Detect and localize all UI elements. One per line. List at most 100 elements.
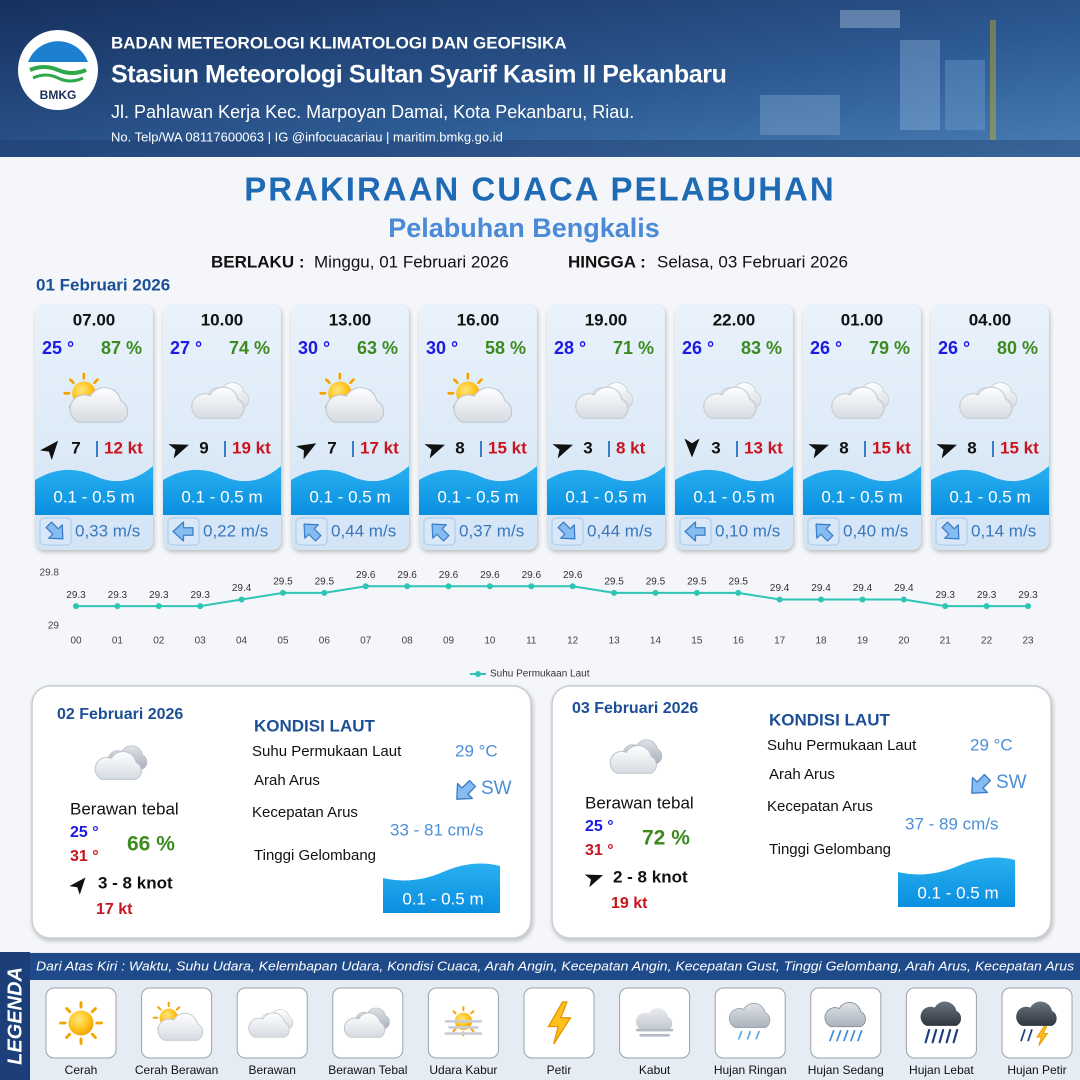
legend-item-label: Udara Kabur <box>429 1063 497 1077</box>
station-name: Stasiun Meteorologi Sultan Syarif Kasim … <box>111 61 726 89</box>
gust-speed: 15 kt <box>872 438 911 457</box>
gust-speed: 19 kt <box>232 438 271 457</box>
wind-range: 3 - 8 knot <box>98 873 173 892</box>
gust-speed: 17 kt <box>96 901 133 918</box>
sst-point <box>693 589 700 596</box>
current-direction: SW <box>481 778 512 799</box>
wave-label: Tinggi Gelombang <box>254 847 376 864</box>
forecast-time: 13.00 <box>329 310 372 329</box>
current-speed: 0,40 m/s <box>843 521 908 540</box>
sst-value-label: 29.5 <box>604 577 624 588</box>
sst-value-label: 29.4 <box>894 583 914 594</box>
legend-item-label: Petir <box>547 1063 572 1077</box>
wave-height: 0.1 - 0.5 m <box>949 487 1030 506</box>
wave-height: 0.1 - 0.5 m <box>181 487 262 506</box>
x-tick-label: 09 <box>443 636 455 647</box>
x-tick-label: 15 <box>691 636 703 647</box>
gust-speed: 17 kt <box>360 438 399 457</box>
current-speed: 0,14 m/s <box>971 521 1036 540</box>
wave-shape <box>547 466 665 515</box>
sst-value-label: 29.3 <box>190 590 210 601</box>
current-direction-label: Arah Arus <box>769 766 835 783</box>
sea-heading: KONDISI LAUT <box>769 710 891 729</box>
current-direction-arrow <box>45 521 64 540</box>
day-panel <box>31 685 532 939</box>
temp-max: 31 ° <box>70 848 99 865</box>
sst-point <box>735 589 742 596</box>
wind-speed: 8 <box>455 438 464 457</box>
sst-value: 29 °C <box>455 741 498 760</box>
sst-point <box>279 589 286 596</box>
legend-item-label: Hujan Ringan <box>714 1063 787 1077</box>
x-tick-label: 11 <box>526 636 537 647</box>
current-speed-label: Kecepatan Arus <box>252 804 358 821</box>
wave-shape <box>898 857 1015 907</box>
legend-item-label: Hujan Petir <box>1007 1063 1066 1077</box>
sst-value-label: 29.5 <box>273 577 293 588</box>
current-speed: 0,37 m/s <box>459 521 524 540</box>
y-tick-label: 29.8 <box>40 568 60 579</box>
sst-point <box>404 583 411 590</box>
sst-value-label: 29.3 <box>935 590 955 601</box>
sst-point <box>362 583 369 590</box>
sst-value: 29 °C <box>970 735 1013 754</box>
sst-label: Suhu Permukaan Laut <box>767 737 917 754</box>
wave-label: Tinggi Gelombang <box>769 841 891 858</box>
temp-min: 25 ° <box>585 818 614 835</box>
humidity: 87 % <box>101 338 142 358</box>
humidity: 74 % <box>229 338 270 358</box>
sst-point <box>652 589 659 596</box>
wave-height: 0.1 - 0.5 m <box>565 487 646 506</box>
wave-height: 0.1 - 0.5 m <box>693 487 774 506</box>
legend-description-bar <box>30 953 1080 980</box>
logo-text: BMKG <box>40 88 77 102</box>
wind-direction-arrow <box>684 438 700 458</box>
day-date: 01 Februari 2026 <box>36 275 170 294</box>
current-direction-arrow <box>941 521 960 540</box>
current-direction-arrow <box>815 523 834 542</box>
wind-speed: 7 <box>71 438 80 457</box>
wave-height: 0.1 - 0.5 m <box>437 487 518 506</box>
wind-direction-arrow <box>808 444 829 459</box>
x-tick-label: 23 <box>1022 636 1034 647</box>
legend-label: Suhu Permukaan Laut <box>490 669 590 680</box>
wind-speed: 9 <box>199 438 208 457</box>
wind-direction-arrow <box>295 443 317 460</box>
wind-direction-arrow <box>168 444 189 459</box>
humidity: 83 % <box>741 338 782 358</box>
sst-value-label: 29.6 <box>439 570 459 581</box>
sst-value-label: 29.4 <box>770 583 790 594</box>
station-address: Jl. Pahlawan Kerja Kec. Marpoyan Damai, … <box>111 102 634 122</box>
wind-direction-arrow <box>69 877 86 895</box>
air-temperature: 26 ° <box>810 338 842 358</box>
valid-to-label: HINGGA : <box>568 252 646 271</box>
x-tick-label: 03 <box>195 636 207 647</box>
sst-point <box>1025 603 1031 610</box>
gust-speed: 15 kt <box>488 438 527 457</box>
legend-sidebar <box>0 952 30 1080</box>
wave-shape <box>35 466 153 515</box>
sst-value-label: 29.6 <box>522 570 542 581</box>
sst-value-label: 29.3 <box>149 590 169 601</box>
wind-speed: 8 <box>967 438 976 457</box>
y-tick-label: 29 <box>48 621 60 632</box>
x-tick-label: 19 <box>857 636 869 647</box>
sst-label: Suhu Permukaan Laut <box>252 743 402 760</box>
current-speed: 33 - 81 cm/s <box>390 820 484 839</box>
wind-speed: 8 <box>839 438 848 457</box>
current-speed: 0,22 m/s <box>203 521 268 540</box>
sst-point <box>73 603 79 610</box>
x-tick-label: 01 <box>112 636 124 647</box>
legend-item-label: Hujan Lebat <box>909 1063 974 1077</box>
legend-title: LEGENDA <box>4 967 26 1065</box>
x-tick-label: 02 <box>153 636 165 647</box>
x-tick-label: 16 <box>733 636 745 647</box>
air-temperature: 27 ° <box>170 338 202 358</box>
air-temperature: 30 ° <box>426 338 458 358</box>
current-direction: SW <box>996 772 1027 793</box>
wind-range: 2 - 8 knot <box>613 867 688 886</box>
current-direction-arrow <box>971 773 992 794</box>
gust-speed: 13 kt <box>744 438 783 457</box>
current-direction-arrow <box>303 523 322 542</box>
